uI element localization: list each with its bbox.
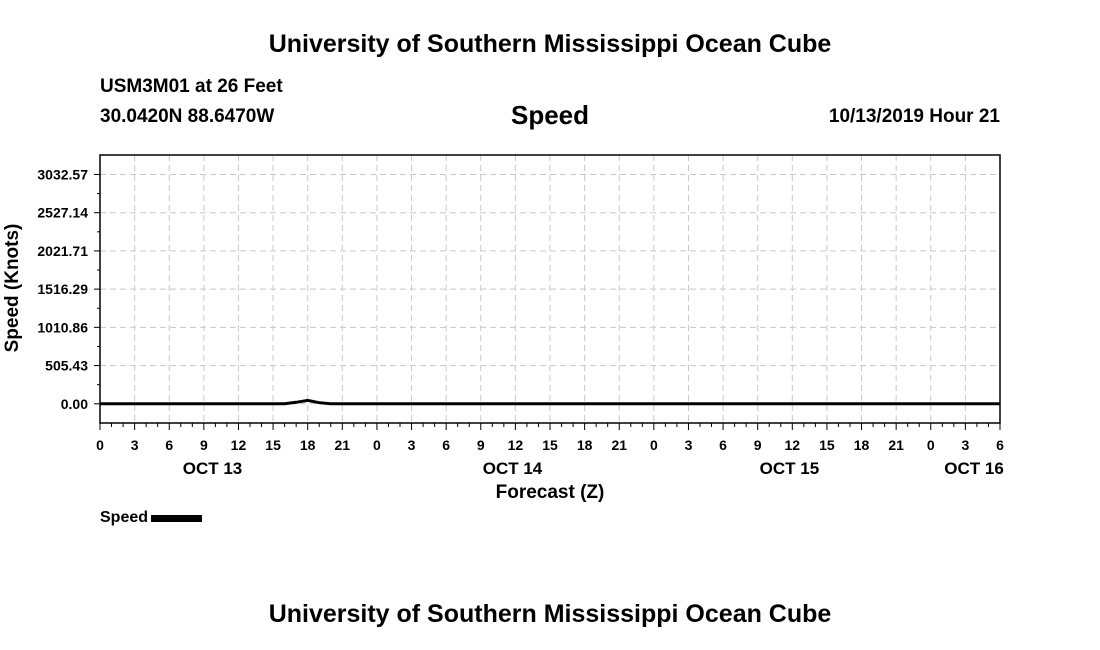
- x-tick-label: 6: [996, 437, 1004, 453]
- station-label: USM3M01 at 26 Feet: [100, 76, 283, 97]
- x-tick-label: 3: [131, 437, 139, 453]
- legend: Speed: [100, 509, 203, 527]
- x-tick-label: 18: [577, 437, 593, 453]
- x-day-label: OCT 14: [483, 459, 543, 478]
- x-tick-label: 12: [231, 437, 247, 453]
- x-tick-label: 0: [373, 437, 381, 453]
- series-line-speed: [100, 398, 1000, 406]
- coordinates-label: 30.0420N 88.6470W: [100, 106, 275, 127]
- x-tick-label: 15: [819, 437, 835, 453]
- x-tick-label: 12: [785, 437, 801, 453]
- y-tick-label: 505.43: [45, 358, 88, 374]
- y-tick-label: 2021.71: [37, 243, 88, 259]
- x-tick-label: 15: [542, 437, 558, 453]
- y-tick-label: 1516.29: [37, 281, 88, 297]
- forecast-datetime: 10/13/2019 Hour 21: [828, 106, 1000, 127]
- x-tick-label: 6: [165, 437, 173, 453]
- x-tick-label: 12: [508, 437, 524, 453]
- x-tick-label: 21: [888, 437, 904, 453]
- x-tick-label: 9: [200, 437, 208, 453]
- x-tick-label: 3: [408, 437, 416, 453]
- x-tick-label: 18: [300, 437, 316, 453]
- variable-title: Speed: [510, 100, 590, 130]
- x-day-label: OCT 13: [183, 459, 243, 478]
- x-tick-label: 15: [265, 437, 281, 453]
- x-tick-label: 6: [442, 437, 450, 453]
- x-tick-label: 9: [477, 437, 485, 453]
- x-tick-label: 6: [719, 437, 727, 453]
- y-tick-label: 1010.86: [37, 319, 88, 335]
- x-day-label: OCT 16: [944, 459, 1004, 478]
- y-tick-label: 2527.14: [37, 205, 88, 221]
- x-tick-label: 0: [927, 437, 935, 453]
- x-tick-label: 21: [611, 437, 627, 453]
- x-tick-label: 21: [335, 437, 351, 453]
- x-tick-label: 3: [685, 437, 693, 453]
- footer-title: University of Southern Mississippi Ocean…: [268, 600, 832, 628]
- x-tick-label: 3: [961, 437, 969, 453]
- legend-swatch: [151, 514, 203, 522]
- y-tick-label: 0.00: [61, 396, 88, 412]
- page-title: University of Southern Mississippi Ocean…: [268, 30, 832, 58]
- x-tick-label: 18: [854, 437, 870, 453]
- legend-label: Speed: [100, 509, 149, 526]
- x-tick-label: 0: [96, 437, 104, 453]
- y-tick-label: 3032.57: [37, 166, 88, 182]
- x-tick-label: 9: [754, 437, 762, 453]
- x-tick-label: 0: [650, 437, 658, 453]
- x-day-label: OCT 15: [760, 459, 820, 478]
- x-axis-label: Forecast (Z): [495, 482, 605, 503]
- y-axis-label: Speed (Knots): [2, 223, 23, 353]
